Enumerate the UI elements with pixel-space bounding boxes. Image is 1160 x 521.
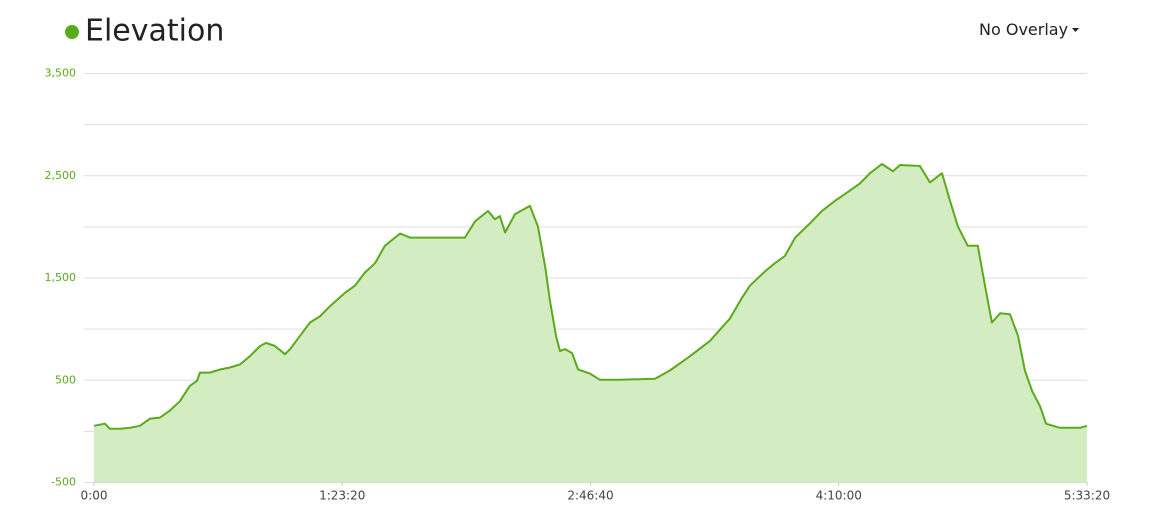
y-tick-label: 1,500 <box>45 271 77 284</box>
y-tick-label: 3,500 <box>45 67 77 80</box>
title-dot <box>65 25 79 39</box>
y-tick-label: -500 <box>51 476 76 489</box>
overlay-label[interactable]: No Overlay <box>979 20 1069 39</box>
area-fill <box>94 164 1087 482</box>
overlay-dropdown[interactable]: No Overlay <box>979 20 1080 39</box>
x-tick-label: 4:10:00 <box>816 489 862 503</box>
x-tick-label: 5:33:20 <box>1064 489 1110 503</box>
x-tick-label: 2:46:40 <box>567 489 613 503</box>
chart-title: Elevation <box>85 14 224 49</box>
y-tick-label: 2,500 <box>45 169 77 182</box>
elevation-line <box>93 163 1088 430</box>
dropdown-arrow[interactable] <box>1072 27 1080 33</box>
x-tick-label: 1:23:20 <box>319 489 365 503</box>
y-tick-label: 500 <box>55 373 76 386</box>
x-tick-label: 0:00 <box>81 489 108 503</box>
